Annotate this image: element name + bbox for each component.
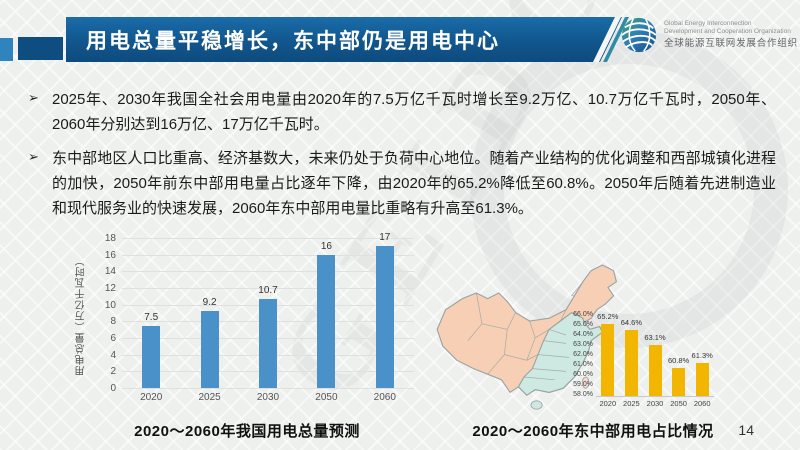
bar-value-label: 63.1%	[644, 333, 666, 342]
x-category-label: 2060	[373, 392, 396, 403]
bar	[695, 363, 709, 396]
y-tick-label: 58.0%	[573, 391, 593, 398]
bar-value-label: 64.6%	[620, 318, 643, 327]
bar-value-label: 9.2	[202, 297, 217, 309]
y-tick-label: 60.0%	[573, 371, 593, 378]
y-tick-label: 18	[104, 233, 116, 244]
bar	[259, 298, 277, 388]
bar	[648, 345, 662, 396]
map-hainan-island	[530, 400, 543, 410]
chart1-plot-area: 0 2 4 6 8 10 12 14 16 18 7.5 2020 9.2 2025 10.7 2030 16 2…	[105, 232, 414, 403]
page-number: 14	[738, 422, 754, 438]
logo-text-en2: Development and Cooperation Organization	[664, 28, 791, 36]
logo-text-en1: Global Energy Interconnection	[664, 19, 752, 27]
logo-text-cn: 全球能源互联网发展合作组织	[664, 38, 798, 50]
chart1-caption: 2020～2060年我国用电总量预测	[134, 423, 360, 440]
y-tick-label: 65.0%	[573, 321, 593, 328]
bullet-text-1: 2025年、2030年我国全社会用电量由2020年的7.5万亿千瓦时增长至9.2…	[52, 91, 776, 133]
bar-value-label: 61.3%	[691, 351, 713, 360]
y-tick-label: 64.0%	[573, 331, 593, 338]
x-category-label: 2020	[599, 399, 617, 408]
bar-value-label: 10.7	[258, 284, 278, 296]
bar	[624, 330, 638, 396]
bar	[672, 368, 686, 396]
x-category-label: 2050	[670, 399, 687, 408]
globe-icon	[621, 17, 657, 53]
title-accent-light	[0, 38, 13, 61]
bar	[317, 254, 336, 388]
y-tick-label: 61.0%	[573, 361, 593, 368]
bullet-list: ➢ 2025年、2030年我国全社会用电量由2020年的7.5万亿千瓦时增长至9…	[28, 87, 776, 230]
bar	[200, 311, 219, 388]
bar	[142, 325, 161, 388]
chart2-caption: 2020～2060年东中部用电占比情况	[472, 423, 714, 440]
y-tick-label: 2	[110, 366, 116, 378]
bar	[375, 246, 394, 388]
bar-value-label: 16	[320, 240, 332, 252]
y-tick-label: 16	[104, 249, 116, 261]
x-category-label: 2025	[198, 392, 221, 403]
china-map	[436, 264, 618, 410]
gridline	[122, 288, 414, 289]
y-tick-label: 63.0%	[573, 341, 593, 348]
gridline	[122, 271, 414, 273]
bullet-arrow-icon: ➢	[28, 90, 39, 105]
geidco-logo: Global Energy Interconnection Developmen…	[620, 16, 798, 54]
bar-value-label: 65.2%	[597, 312, 619, 321]
y-tick-label: 0	[110, 383, 116, 394]
bullet-item-2: ➢ 东中部地区人口比重高、经济基数大，未来仍处于负荷中心地位。随着产业结构的优化…	[28, 146, 776, 221]
bar-value-label: 60.8%	[667, 356, 690, 365]
gridline	[122, 388, 414, 389]
map-taiwan-island	[581, 376, 590, 389]
y-tick-label: 8	[110, 316, 116, 328]
x-category-label: 2030	[646, 399, 664, 408]
map-east-central-region	[517, 311, 604, 396]
page-title: 用电总量平稳增长，东中部仍是用电中心	[86, 29, 500, 53]
total-consumption-chart: 用电总量（万亿千瓦时） 0 2 4 6 8 10 12 14 16 18 7.5 2020 9.2 202…	[70, 228, 422, 418]
bar-value-label: 7.5	[144, 311, 159, 323]
y-tick-label: 62.0%	[573, 351, 593, 358]
y-tick-label: 12	[104, 283, 116, 294]
y-tick-label: 4	[110, 349, 116, 361]
y-tick-label: 10	[104, 299, 116, 311]
chart1-y-axis-label: 用电总量（万亿千瓦时）	[76, 255, 87, 377]
y-tick-label: 14	[104, 266, 116, 278]
y-tick-label: 59.0%	[573, 381, 593, 388]
gridline	[122, 238, 414, 239]
y-tick-label: 6	[110, 333, 116, 344]
x-category-label: 2020	[140, 392, 163, 403]
chart2-plot-area: 66.0% 65.0% 64.0% 63.0% 62.0% 61.0% 60.0% 59.0%…	[573, 311, 714, 408]
bar-value-label: 17	[379, 232, 391, 244]
map-province-borders	[467, 281, 584, 381]
y-tick-label: 66.0%	[573, 311, 593, 318]
bullet-arrow-icon: ➢	[28, 149, 39, 164]
bullet-item-1: ➢ 2025年、2030年我国全社会用电量由2020年的7.5万亿千瓦时增长至9…	[28, 87, 776, 137]
title-accent-navy	[18, 37, 63, 60]
gridline	[122, 254, 414, 256]
title-banner: 用电总量平稳增长，东中部仍是用电中心	[66, 17, 622, 62]
bullet-text-2: 东中部地区人口比重高、经济基数大，未来仍处于负荷中心地位。随着产业结构的优化调整…	[52, 150, 776, 217]
x-category-label: 2050	[315, 392, 338, 403]
x-category-label: 2030	[256, 392, 280, 403]
east-central-share-chart: 66.0% 65.0% 64.0% 63.0% 62.0% 61.0% 60.0% 59.0%…	[556, 308, 728, 416]
x-category-label: 2025	[623, 399, 640, 408]
bar	[601, 324, 615, 396]
x-category-label: 2060	[693, 399, 711, 408]
